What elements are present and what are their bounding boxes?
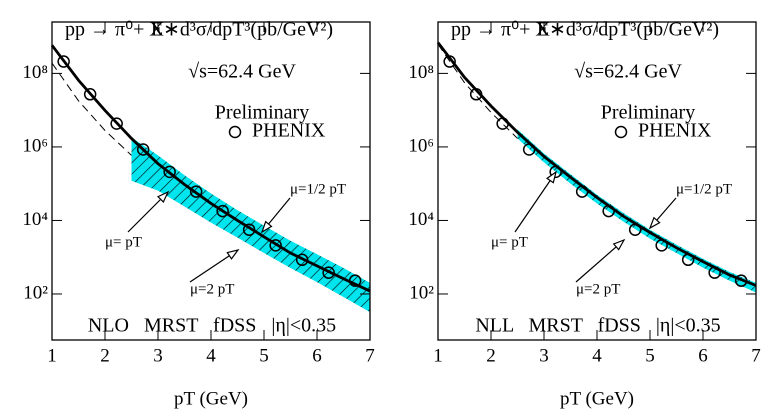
arrow-head bbox=[546, 170, 557, 184]
x-tick-label: 1 bbox=[433, 345, 443, 366]
y-tick-label: 10² bbox=[23, 282, 48, 303]
annotation: Preliminary bbox=[601, 102, 695, 124]
data-point bbox=[110, 117, 123, 130]
x-axis-label: pT (GeV) bbox=[560, 388, 634, 409]
y-tick-label: 10⁸ bbox=[22, 62, 48, 83]
x-tick-label: 3 bbox=[153, 345, 163, 366]
arrow bbox=[514, 171, 557, 233]
data-point bbox=[295, 253, 309, 267]
legend-label: PHENIX bbox=[252, 120, 326, 142]
x-tick-label: 6 bbox=[312, 345, 322, 366]
data-point bbox=[83, 88, 97, 101]
annotation: NLO MRST fDSS |η|<0.35 bbox=[88, 315, 336, 337]
legend-label: PHENIX bbox=[638, 120, 712, 142]
scale-label: μ=2 pT bbox=[190, 281, 234, 297]
annotation: NLL MRST fDSS |η|<0.35 bbox=[475, 315, 720, 337]
x-tick-label: 3 bbox=[539, 345, 549, 366]
data-point bbox=[216, 204, 229, 218]
x-tick-label: 7 bbox=[365, 345, 375, 366]
annotation: √s=62.4 GeV bbox=[188, 61, 296, 83]
data-point bbox=[136, 143, 150, 156]
arrow-head bbox=[260, 220, 273, 234]
annotation: E∗d³σ/dpT³(pb/GeV²) bbox=[151, 19, 333, 41]
legend-marker bbox=[228, 125, 242, 139]
x-tick-label: 4 bbox=[206, 345, 216, 366]
curve bbox=[50, 44, 371, 293]
y-tick-label: 10⁶ bbox=[22, 135, 48, 156]
arrow-head bbox=[156, 190, 170, 204]
annotation: √s=62.4 GeV bbox=[574, 61, 682, 83]
annotation: pp → π⁰+ X bbox=[65, 19, 164, 41]
data-point bbox=[57, 55, 70, 68]
dashed-curve bbox=[437, 43, 518, 139]
annotation: pp → π⁰+ X bbox=[451, 19, 550, 41]
x-axis-label: pT (GeV) bbox=[174, 388, 248, 409]
scale-label: μ=1/2 pT bbox=[676, 181, 732, 197]
x-tick-label: 7 bbox=[751, 345, 761, 366]
scale-label: μ= pT bbox=[105, 234, 142, 250]
dashed-curve bbox=[51, 62, 132, 156]
data-point bbox=[269, 239, 282, 252]
scale-label: μ=1/2 pT bbox=[290, 181, 346, 197]
panel: 1 2 3 4 5 6 7 10² 10⁴ 10⁶ 10⁸ pT (GeV) pp → π⁰+ XE∗d… bbox=[408, 19, 760, 410]
scale-label: μ=2 pT bbox=[576, 281, 620, 297]
annotation: Preliminary bbox=[215, 102, 309, 124]
x-tick-label: 1 bbox=[47, 345, 57, 366]
y-tick-label: 10² bbox=[409, 282, 434, 303]
curve bbox=[436, 41, 757, 287]
x-tick-label: 6 bbox=[698, 345, 708, 366]
data-point bbox=[163, 165, 176, 179]
y-tick-label: 10⁶ bbox=[408, 135, 434, 156]
x-tick-label: 5 bbox=[645, 345, 655, 366]
scale-label: μ= pT bbox=[491, 234, 528, 250]
y-tick-label: 10⁴ bbox=[22, 209, 48, 230]
y-tick-label: 10⁴ bbox=[408, 209, 434, 230]
x-tick-label: 4 bbox=[592, 345, 602, 366]
x-tick-label: 2 bbox=[486, 345, 496, 366]
x-tick-label: 2 bbox=[100, 345, 110, 366]
x-tick-label: 5 bbox=[259, 345, 269, 366]
arrow-head bbox=[612, 238, 626, 251]
legend-marker bbox=[614, 125, 628, 139]
panel: 1 2 3 4 5 6 7 10² 10⁴ 10⁶ 10⁸ pT (GeV) pp → π⁰+ XE∗d… bbox=[22, 19, 374, 410]
y-tick-label: 10⁸ bbox=[408, 62, 434, 83]
scale-band-hatch bbox=[517, 129, 756, 293]
annotation: E∗d³σ/dpT³(pb/GeV²) bbox=[537, 19, 719, 41]
arrow-head bbox=[226, 249, 240, 260]
data-point bbox=[189, 185, 203, 198]
arrow-head bbox=[648, 216, 661, 230]
